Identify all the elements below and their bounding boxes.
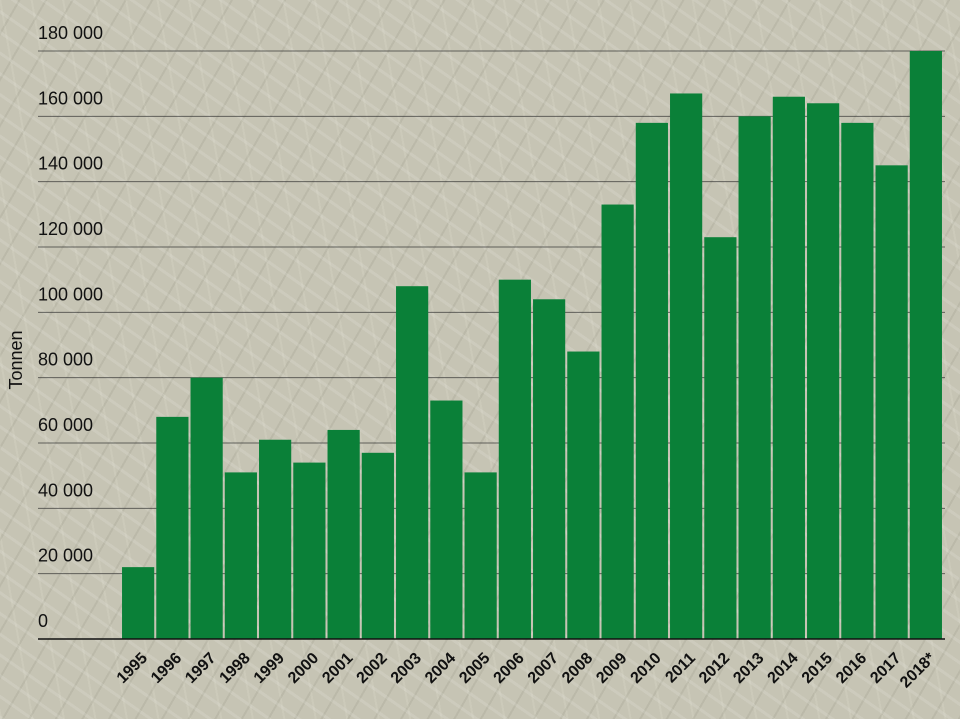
bar <box>807 103 840 640</box>
bar <box>841 122 874 639</box>
x-tick-label: 1998 <box>217 650 254 687</box>
y-tick-label: 20 000 <box>38 546 93 566</box>
x-tick-label: 2011 <box>662 650 699 687</box>
x-tick-label: 1997 <box>182 650 219 687</box>
x-tick-label: 2006 <box>491 650 528 687</box>
bar <box>396 286 429 639</box>
x-tick-label: 2000 <box>285 650 322 687</box>
bar <box>224 472 257 639</box>
x-tick-label: 1999 <box>251 650 288 687</box>
x-tick-label: 2005 <box>456 650 493 687</box>
bar <box>190 377 223 639</box>
x-tick-label: 2014 <box>765 650 802 687</box>
x-tick-label: 2010 <box>628 650 665 687</box>
bar <box>704 237 737 639</box>
x-tick-label: 2002 <box>354 650 391 687</box>
y-tick-label: 0 <box>38 611 48 631</box>
bar <box>156 416 189 639</box>
y-tick-label: 120 000 <box>38 219 103 239</box>
x-tick-label: 2008 <box>559 650 596 687</box>
bar <box>464 472 497 639</box>
bar <box>875 165 908 640</box>
bar <box>772 96 805 639</box>
bar <box>738 116 771 640</box>
x-tick-label: 2003 <box>388 650 425 687</box>
bar <box>430 400 463 639</box>
x-tick-label: 1996 <box>148 650 185 687</box>
x-tick-label: 2015 <box>799 650 836 687</box>
y-tick-label: 180 000 <box>38 23 103 43</box>
bar <box>293 462 326 639</box>
y-axis-label: Tonnen <box>6 330 26 389</box>
bar <box>498 279 531 639</box>
bar <box>361 452 394 639</box>
bar <box>122 567 155 639</box>
bar <box>259 439 292 639</box>
y-tick-label: 60 000 <box>38 415 93 435</box>
bar <box>533 299 566 639</box>
x-tick-label: 2004 <box>422 650 459 687</box>
bar <box>909 51 942 639</box>
y-tick-label: 40 000 <box>38 480 93 500</box>
x-tick-label: 2007 <box>525 650 562 687</box>
x-tick-label: 2018* <box>897 649 939 691</box>
x-tick-label: 2012 <box>696 650 733 687</box>
bar <box>635 122 668 639</box>
bar <box>567 351 600 639</box>
x-tick-label: 2013 <box>730 650 767 687</box>
bar <box>327 429 360 639</box>
y-tick-label: 160 000 <box>38 88 103 108</box>
bar <box>670 93 703 639</box>
bar <box>601 204 634 640</box>
x-tick-label: 1995 <box>114 650 151 687</box>
x-tick-label: 2001 <box>319 650 356 687</box>
y-tick-label: 100 000 <box>38 284 103 304</box>
y-tick-label: 140 000 <box>38 154 103 174</box>
x-tick-label: 2009 <box>593 650 630 687</box>
y-tick-label: 80 000 <box>38 350 93 370</box>
x-tick-label: 2016 <box>833 650 870 687</box>
